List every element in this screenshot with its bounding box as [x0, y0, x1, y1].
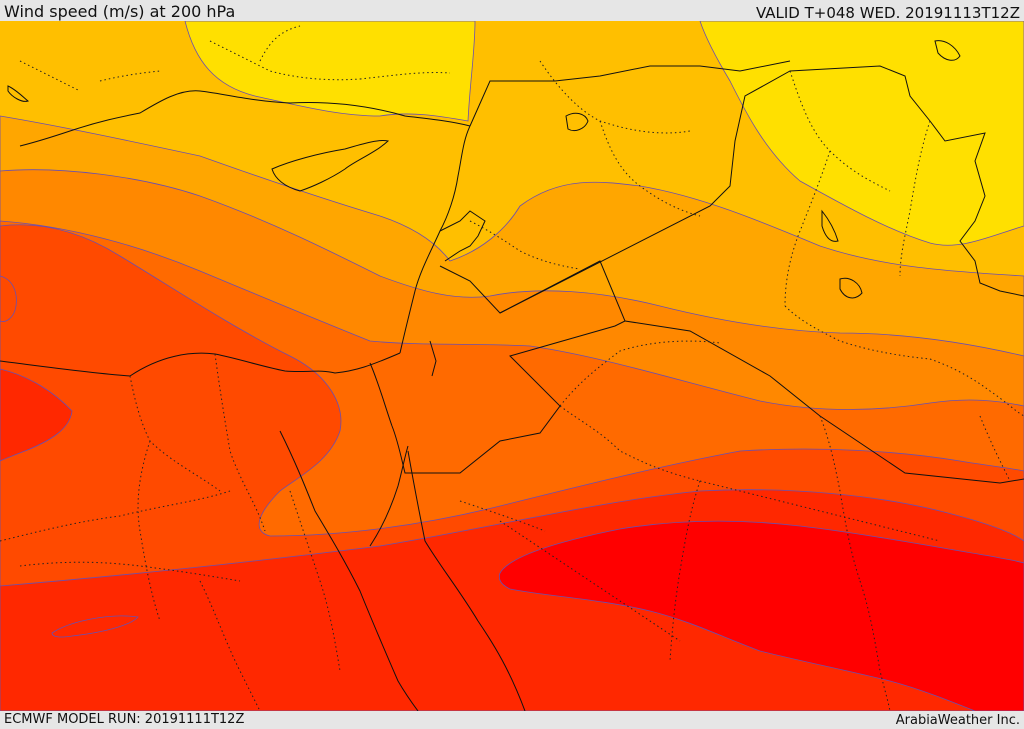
- country-borders: [0, 60, 1024, 711]
- band-yellow-n: [184, 21, 476, 122]
- map-title: Wind speed (m/s) at 200 hPa: [4, 2, 236, 21]
- band-5-blob-west: [0, 275, 17, 322]
- credit: ArabiaWeather Inc.: [895, 713, 1020, 728]
- valid-time: VALID T+048 WED. 20191113T12Z: [755, 4, 1020, 22]
- model-run: ECMWF MODEL RUN: 20191111T12Z: [4, 712, 245, 727]
- admin-boundaries: [0, 25, 1024, 711]
- band-7-jet-core: [498, 520, 1024, 711]
- weather-map: [0, 21, 1024, 711]
- band-6-blob-west: [0, 368, 73, 462]
- band-6-blob-small: [51, 615, 139, 638]
- band-yellow-ne: [699, 21, 1024, 246]
- header-bar: Wind speed (m/s) at 200 hPa VALID T+048 …: [0, 0, 1024, 21]
- lakes: [7, 40, 961, 299]
- footer-bar: ECMWF MODEL RUN: 20191111T12Z ArabiaWeat…: [0, 711, 1024, 729]
